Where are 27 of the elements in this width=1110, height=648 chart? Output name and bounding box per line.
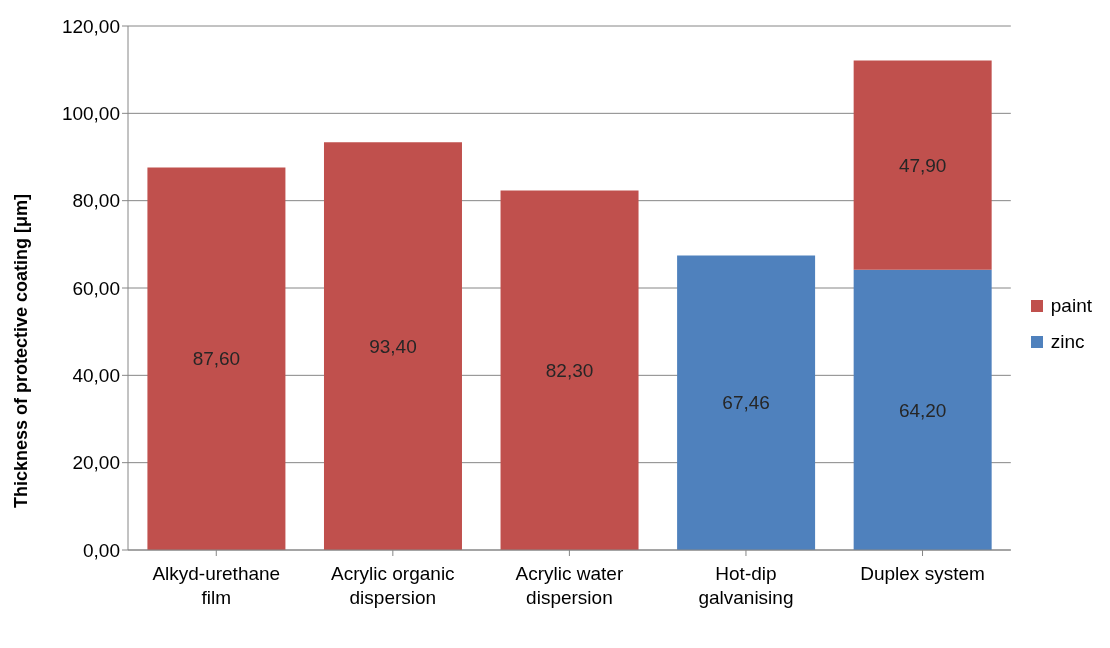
legend-label: zinc bbox=[1050, 331, 1085, 353]
bar bbox=[500, 190, 639, 550]
data-label: 47,90 bbox=[898, 154, 947, 176]
data-label: 87,60 bbox=[192, 348, 241, 370]
y-tick-label: 60,00 bbox=[72, 277, 120, 299]
legend-label: paint bbox=[1050, 295, 1092, 317]
y-tick-label: 40,00 bbox=[72, 365, 120, 387]
y-axis-title: Thickness of protective coating [μm] bbox=[11, 193, 32, 508]
y-tick-label: 0,00 bbox=[83, 539, 120, 561]
bar bbox=[323, 142, 462, 550]
y-tick-label: 120,00 bbox=[61, 15, 120, 37]
data-label: 82,30 bbox=[545, 360, 594, 382]
data-label: 67,46 bbox=[722, 392, 770, 414]
x-tick-label: Alkyd-urethane film bbox=[152, 563, 281, 608]
x-tick-label: Acrylic organic dispersion bbox=[331, 563, 455, 608]
data-label: 64,20 bbox=[898, 399, 947, 421]
x-tick-label: Hot-dip galvanising bbox=[698, 563, 794, 608]
bar bbox=[147, 167, 286, 550]
y-tick-label: 100,00 bbox=[61, 103, 120, 125]
x-tick-label: Duplex system bbox=[860, 563, 985, 584]
y-tick-label: 80,00 bbox=[72, 190, 120, 212]
bar bbox=[677, 255, 816, 550]
bar bbox=[853, 269, 992, 550]
y-tick-label: 20,00 bbox=[72, 452, 120, 474]
data-label: 93,40 bbox=[369, 335, 417, 357]
bar bbox=[853, 60, 992, 270]
x-tick-label: Acrylic water dispersion bbox=[515, 563, 624, 608]
